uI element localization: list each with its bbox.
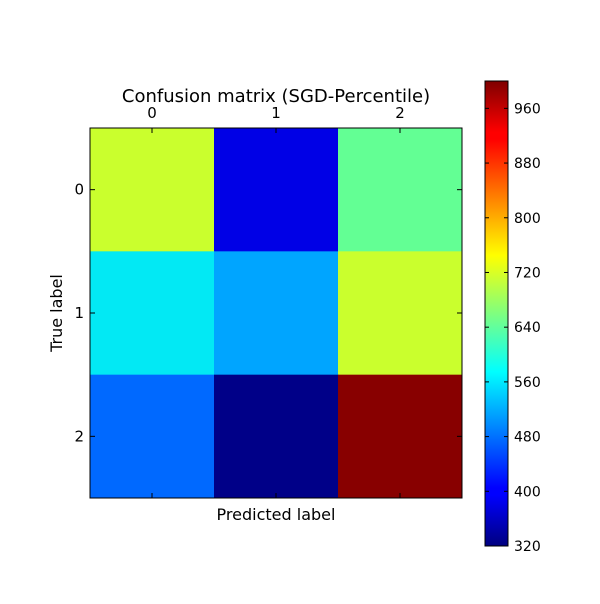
x-axis-label: Predicted label bbox=[217, 505, 336, 524]
colorbar-tick-label-8: 960 bbox=[514, 101, 541, 117]
colorbar-tick-label-3: 560 bbox=[514, 375, 541, 391]
colorbar-tick-label-1: 400 bbox=[514, 484, 541, 500]
colorbar-tick-label-7: 880 bbox=[514, 156, 541, 172]
y-tick-label-0: 0 bbox=[74, 181, 84, 199]
heatmap-cell-0-0 bbox=[90, 128, 215, 252]
y-tick-label-1: 1 bbox=[74, 304, 84, 322]
heatmap-cell-2-1 bbox=[214, 374, 339, 499]
colorbar-tick-label-6: 800 bbox=[514, 211, 541, 227]
colorbar-ticks: 320 400 480 560 640 720 800 880 960 bbox=[485, 101, 541, 555]
heatmap-cell-1-0 bbox=[90, 251, 215, 376]
y-tick-label-2: 2 bbox=[74, 427, 84, 445]
heatmap-cells bbox=[90, 128, 463, 499]
colorbar-tick-label-4: 640 bbox=[514, 320, 541, 336]
x-tick-label-2: 2 bbox=[395, 104, 405, 122]
y-axis-label: True label bbox=[47, 274, 66, 353]
colorbar bbox=[484, 80, 509, 547]
y-ticks: 0 1 2 bbox=[74, 181, 462, 445]
x-ticks: 0 1 2 bbox=[147, 104, 405, 498]
chart-title: Confusion matrix (SGD-Percentile) bbox=[122, 86, 430, 107]
colorbar-tick-label-0: 320 bbox=[514, 539, 541, 555]
heatmap-cell-2-2 bbox=[338, 374, 463, 499]
heatmap-cell-1-2 bbox=[338, 251, 463, 376]
colorbar-tick-label-5: 720 bbox=[514, 265, 541, 281]
colorbar-tick-label-2: 480 bbox=[514, 430, 541, 446]
x-tick-label-0: 0 bbox=[147, 104, 157, 122]
x-tick-label-1: 1 bbox=[271, 104, 281, 122]
heatmap-cell-1-1 bbox=[214, 251, 339, 376]
heatmap-cell-2-0 bbox=[90, 374, 215, 499]
heatmap-cell-0-1 bbox=[214, 128, 339, 252]
heatmap-cell-0-2 bbox=[338, 128, 463, 252]
